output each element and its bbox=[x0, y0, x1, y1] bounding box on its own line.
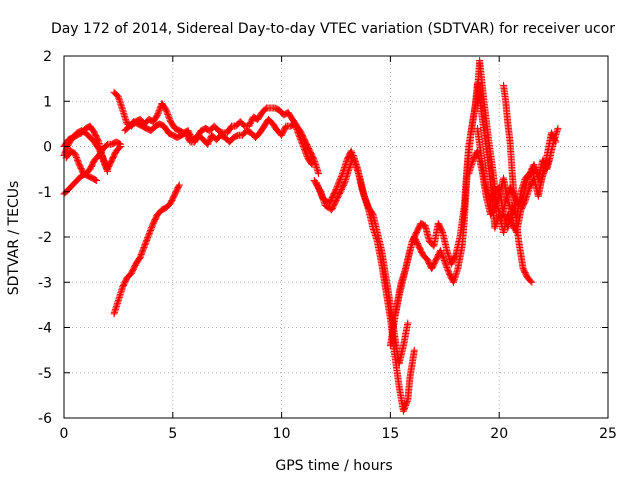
data-point bbox=[410, 346, 418, 354]
data-point bbox=[334, 180, 342, 188]
data-point bbox=[314, 182, 322, 190]
y-tick-label: -1 bbox=[38, 185, 52, 201]
data-point bbox=[104, 167, 112, 175]
y-tick-label: -5 bbox=[38, 366, 52, 382]
series-arc-3 bbox=[60, 122, 112, 175]
y-tick-label: -4 bbox=[38, 321, 52, 337]
data-point bbox=[332, 185, 340, 193]
data-point bbox=[313, 180, 321, 188]
y-tick-label: 0 bbox=[43, 140, 52, 156]
data-point bbox=[316, 187, 324, 195]
data-point bbox=[552, 138, 560, 146]
series-arc-11 bbox=[389, 79, 560, 331]
data-point bbox=[308, 161, 316, 169]
data-point bbox=[337, 174, 345, 182]
y-tick-label: 2 bbox=[43, 49, 52, 65]
y-axis-label: SDTVAR / TECUs bbox=[6, 181, 22, 296]
axis-ticks: 0 5 10 15 20 25 -6 -5 -4 -3 -2 -1 0 1 2 bbox=[38, 49, 617, 442]
series-arc-5 bbox=[110, 88, 323, 178]
data-point bbox=[315, 186, 323, 194]
data-point bbox=[115, 144, 123, 152]
chart-title: Day 172 of 2014, Sidereal Day-to-day VTE… bbox=[51, 21, 615, 37]
data-point bbox=[335, 178, 343, 186]
data-point bbox=[307, 159, 315, 167]
data-point bbox=[317, 189, 325, 197]
data-point bbox=[403, 397, 411, 405]
data-point bbox=[551, 137, 559, 145]
data-point bbox=[547, 147, 555, 155]
y-tick-label: -3 bbox=[38, 275, 52, 291]
data-point bbox=[334, 181, 342, 189]
data-point bbox=[333, 183, 341, 191]
y-tick-label: 1 bbox=[43, 94, 52, 110]
data-point bbox=[528, 278, 536, 286]
data-point bbox=[117, 143, 125, 150]
data-point bbox=[175, 181, 183, 189]
data-point bbox=[175, 182, 183, 190]
x-tick-label: 5 bbox=[168, 426, 177, 442]
data-point bbox=[92, 176, 100, 184]
data-point bbox=[317, 190, 325, 198]
data-point bbox=[337, 173, 345, 181]
data-point bbox=[527, 277, 535, 285]
series-arc-4 bbox=[62, 147, 101, 184]
y-tick-label: -2 bbox=[38, 230, 52, 246]
data-point bbox=[314, 183, 322, 191]
data-point bbox=[315, 184, 323, 192]
grid bbox=[64, 56, 608, 418]
data-point bbox=[318, 192, 326, 200]
x-axis-label: GPS time / hours bbox=[275, 458, 392, 474]
x-tick-label: 10 bbox=[273, 426, 291, 442]
x-tick-label: 20 bbox=[490, 426, 508, 442]
series-arc-14 bbox=[500, 81, 536, 286]
x-tick-label: 25 bbox=[599, 426, 617, 442]
data-point bbox=[404, 319, 412, 327]
data-series bbox=[60, 57, 562, 415]
data-point bbox=[93, 176, 101, 184]
data-point bbox=[336, 177, 344, 185]
data-point bbox=[103, 166, 111, 174]
data-point bbox=[554, 124, 562, 132]
data-point bbox=[338, 171, 346, 179]
data-point bbox=[336, 175, 344, 183]
data-point bbox=[333, 184, 341, 192]
x-tick-label: 15 bbox=[381, 426, 399, 442]
data-point bbox=[312, 179, 320, 187]
data-point bbox=[315, 170, 323, 178]
x-tick-label: 0 bbox=[60, 426, 69, 442]
series-arc-9 bbox=[312, 147, 412, 368]
series-arc-7 bbox=[110, 181, 183, 318]
series-arc-6 bbox=[121, 115, 316, 169]
y-tick-label: -6 bbox=[38, 411, 52, 427]
